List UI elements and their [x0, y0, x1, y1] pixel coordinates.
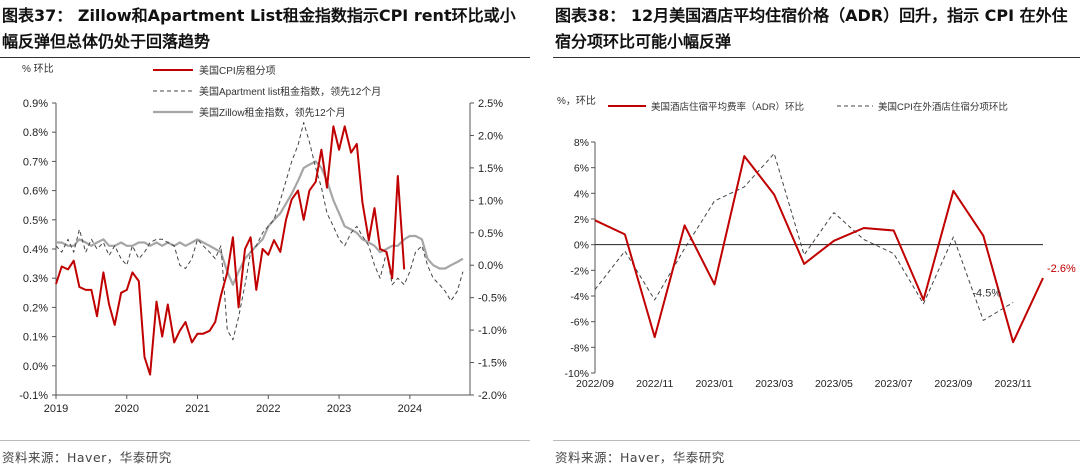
y-right-tick-label: 1.5% [478, 163, 503, 175]
legend-label-1: 美国Apartment list租金指数，领先12个月 [199, 85, 381, 98]
x-tick-label: 2019 [44, 403, 68, 415]
data-label-0: -4.5% [972, 287, 1001, 299]
y-right-tick-label: -1.5% [478, 358, 507, 370]
x-tick-label: 2022/09 [576, 378, 614, 390]
y-left-tick-label: 0.0% [23, 361, 48, 373]
figure-38-title-rule [553, 57, 1080, 58]
figure-38-title: 图表38： 12月美国酒店平均住宿价格（ADR）回升，指示 CPI 在外住宿分项… [555, 6, 1068, 51]
y-tick-label: -10% [564, 368, 589, 380]
y-right-tick-label: 0.5% [478, 228, 503, 240]
legend-label-1: 美国CPI在外酒店住宿分项环比 [878, 101, 1008, 113]
x-tick-label: 2022 [256, 403, 280, 415]
figure-37-chart: % 环比 -0.1% 0.0% 0.1% 0.2% 0.3% 0.4% 0.5% 0.6% 0.7… [19, 63, 507, 415]
y-right-tick-label: -0.5% [478, 293, 507, 305]
figure-37-title-rule [0, 57, 530, 58]
y-left-tick-label: 0.3% [23, 273, 48, 285]
y-right-tick-label: 1.0% [478, 195, 503, 207]
right-unit-label: %，环比 [557, 95, 596, 107]
figure-38-chart: %，环比 -10% -8% -6% -4% -2% 0% 2% 4% 6% 8% 2022/09 202… [557, 95, 1076, 390]
y-tick-label: -6% [570, 317, 589, 329]
y-right-tick-label: 2.5% [478, 98, 503, 110]
y-tick-label: 6% [574, 163, 589, 175]
legend-label-2: 美国Zillow租金指数，领先12个月 [199, 106, 346, 119]
series-line-1 [55, 122, 464, 341]
figure-38-panel: 图表38： 12月美国酒店平均住宿价格（ADR）回升，指示 CPI 在外住宿分项… [553, 0, 1080, 470]
y-right-tick-label: -1.0% [478, 325, 507, 337]
x-tick-label: 2022/11 [636, 378, 673, 390]
y-left-tick-label: 0.7% [23, 156, 48, 168]
legend-label-0: 美国CPI房租分项 [199, 64, 276, 77]
x-tick-label: 2023/09 [934, 378, 972, 390]
y-tick-label: 2% [574, 214, 589, 226]
y-left-tick-label: 0.5% [23, 215, 48, 227]
x-tick-label: 2023/03 [755, 378, 793, 390]
figure-37-source: 资料来源：Haver，华泰研究 [2, 450, 172, 465]
left-unit-label: % 环比 [22, 63, 54, 75]
y-tick-label: -2% [570, 265, 589, 277]
y-tick-label: 0% [574, 240, 589, 252]
x-tick-label: 2023/11 [995, 378, 1032, 390]
series-line-0 [55, 125, 406, 376]
y-left-tick-label: 0.9% [23, 98, 48, 110]
x-tick-label: 2023/01 [695, 378, 733, 390]
figure-37-panel: 图表37： Zillow和Apartment List租金指数指示CPI ren… [0, 0, 530, 470]
y-left-tick-label: 0.4% [23, 244, 48, 256]
x-tick-label: 2021 [185, 403, 209, 415]
y-right-tick-label: 0.0% [478, 260, 503, 272]
y-left-tick-label: -0.1% [19, 390, 48, 402]
y-left-tick-label: 0.8% [23, 127, 48, 139]
y-tick-label: -8% [570, 342, 589, 354]
figure-38-source: 资料来源：Haver，华泰研究 [555, 450, 725, 465]
y-right-tick-label: 2.0% [478, 130, 503, 142]
x-tick-label: 2020 [115, 403, 139, 415]
figure-38-source-rule [553, 440, 1080, 441]
figure-37-source-rule [0, 440, 530, 441]
series-line-0 [594, 155, 1044, 344]
legend-label-0: 美国酒店住宿平均费率（ADR）环比 [651, 101, 804, 113]
y-tick-label: -4% [570, 291, 589, 303]
x-tick-label: 2024 [398, 403, 422, 415]
y-left-tick-label: 0.2% [23, 302, 48, 314]
x-tick-label: 2023/05 [815, 378, 853, 390]
x-tick-label: 2023/07 [875, 378, 913, 390]
series-line-2 [56, 160, 464, 286]
series-line-1 [594, 153, 1014, 321]
y-right-tick-label: -2.0% [478, 390, 507, 402]
y-tick-label: 8% [574, 137, 589, 149]
y-left-tick-label: 0.6% [23, 186, 48, 198]
data-label-1: -2.6% [1047, 263, 1076, 275]
y-left-tick-label: 0.1% [23, 332, 48, 344]
y-tick-label: 4% [574, 188, 589, 200]
figure-37-title: 图表37： Zillow和Apartment List租金指数指示CPI ren… [2, 6, 516, 51]
x-tick-label: 2023 [327, 403, 351, 415]
